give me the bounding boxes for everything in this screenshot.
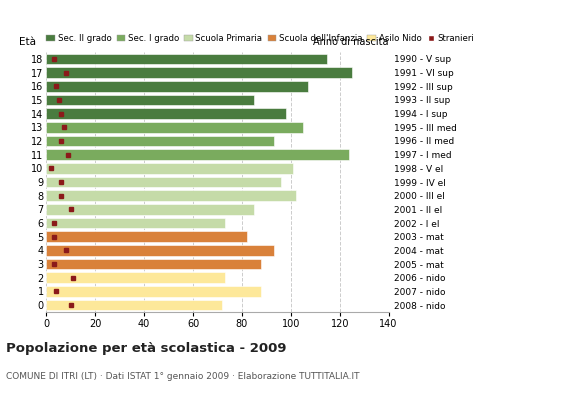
Bar — [46, 286, 262, 297]
Bar — [46, 94, 254, 105]
Text: Anno di nascita: Anno di nascita — [313, 37, 389, 47]
Bar — [46, 54, 328, 64]
Legend: Sec. II grado, Sec. I grado, Scuola Primaria, Scuola dell'Infanzia, Asilo Nido, : Sec. II grado, Sec. I grado, Scuola Prim… — [43, 31, 478, 47]
Bar — [46, 300, 222, 310]
Text: COMUNE DI ITRI (LT) · Dati ISTAT 1° gennaio 2009 · Elaborazione TUTTITALIA.IT: COMUNE DI ITRI (LT) · Dati ISTAT 1° genn… — [6, 372, 359, 381]
Bar — [46, 231, 247, 242]
Bar — [46, 108, 286, 119]
Text: Età: Età — [19, 37, 36, 47]
Bar — [46, 163, 293, 174]
Text: Popolazione per età scolastica - 2009: Popolazione per età scolastica - 2009 — [6, 342, 287, 355]
Bar — [46, 245, 274, 256]
Bar — [46, 272, 225, 283]
Bar — [46, 149, 350, 160]
Bar — [46, 136, 274, 146]
Bar — [46, 81, 308, 92]
Bar — [46, 204, 254, 215]
Bar — [46, 218, 225, 228]
Bar — [46, 259, 262, 270]
Bar — [46, 177, 281, 187]
Bar — [46, 67, 352, 78]
Bar — [46, 122, 303, 133]
Bar — [46, 190, 296, 201]
